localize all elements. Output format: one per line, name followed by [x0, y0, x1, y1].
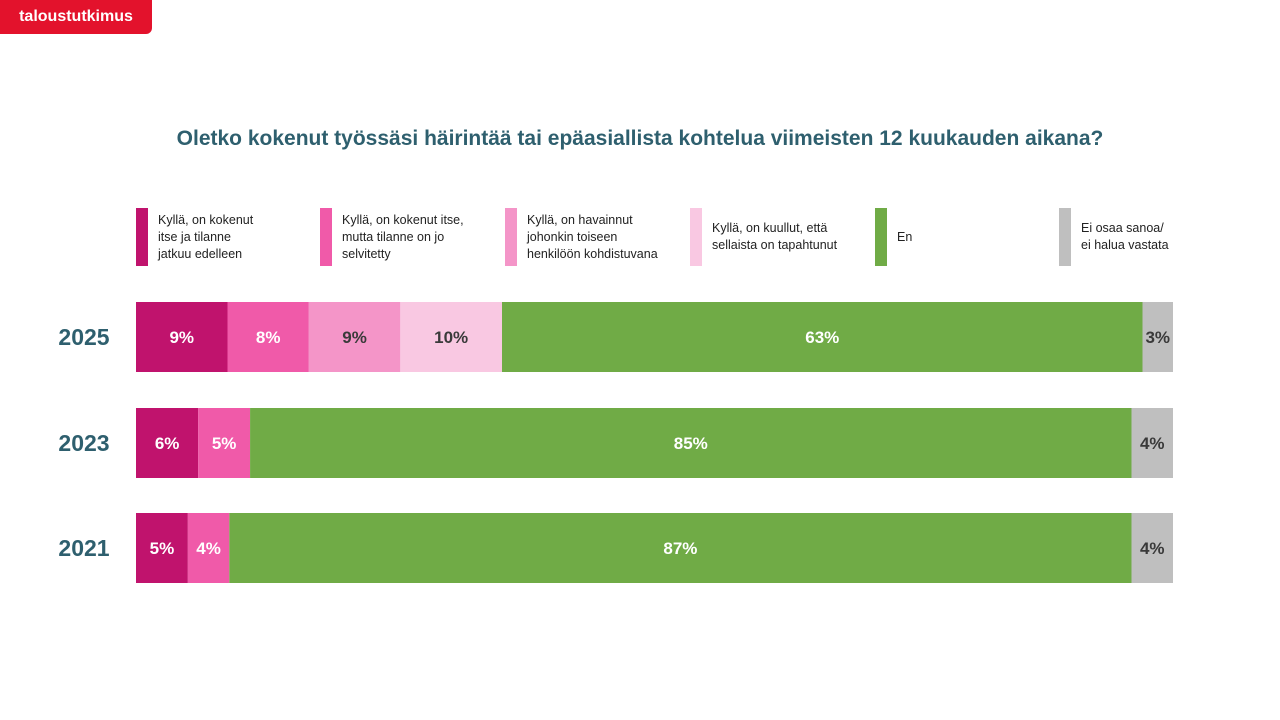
data-label: 63%	[805, 328, 839, 347]
bar-segment	[136, 513, 188, 583]
bar-segment	[308, 302, 401, 372]
data-label: 10%	[434, 328, 468, 347]
data-label: 3%	[1145, 328, 1170, 347]
bar-segment	[136, 408, 199, 478]
legend-swatch	[690, 208, 702, 266]
bar-segment	[1131, 513, 1173, 583]
data-label: 4%	[1140, 539, 1165, 558]
legend-label: Kyllä, on kokenut itse ja tilanne jatkuu…	[158, 212, 254, 261]
data-label: 4%	[1140, 434, 1165, 453]
bar-segment	[1131, 408, 1173, 478]
category-label: 2025	[58, 324, 109, 350]
bar-segment	[136, 302, 228, 372]
legend-label: Kyllä, on havainnut johonkin toiseen hen…	[527, 212, 658, 261]
legend-label: En	[897, 229, 913, 244]
legend-label: Kyllä, on kokenut itse, mutta tilanne on…	[342, 212, 464, 261]
data-label: 9%	[342, 328, 367, 347]
data-label: 87%	[663, 539, 697, 558]
brand-logo: taloustutkimus	[0, 0, 152, 34]
legend-swatch	[320, 208, 332, 266]
legend-swatch	[136, 208, 148, 266]
bar-segment	[250, 408, 1132, 478]
bar-segment	[502, 302, 1143, 372]
bar-segment	[227, 302, 309, 372]
data-label: 5%	[212, 434, 237, 453]
data-label: 5%	[150, 539, 175, 558]
category-label: 2023	[58, 430, 109, 456]
bar-segment	[400, 302, 502, 372]
legend-label: Kyllä, on kuullut, että sellaista on tap…	[712, 221, 838, 252]
chart-legend: Kyllä, on kokenut itse ja tilanne jatkuu…	[0, 0, 1280, 300]
category-label: 2021	[58, 535, 109, 561]
bar-segment	[229, 513, 1132, 583]
data-label: 8%	[256, 328, 281, 347]
data-label: 4%	[196, 539, 221, 558]
data-label: 9%	[169, 328, 194, 347]
bar-segment	[187, 513, 230, 583]
data-label: 85%	[674, 434, 708, 453]
bar-segment	[1142, 302, 1173, 372]
chart-title: Oletko kokenut työssäsi häirintää tai ep…	[176, 127, 1104, 150]
legend-swatch	[505, 208, 517, 266]
legend-swatch	[1059, 208, 1071, 266]
bar-segment	[198, 408, 251, 478]
legend-label: Ei osaa sanoa/ ei halua vastata	[1081, 221, 1169, 252]
legend-swatch	[875, 208, 887, 266]
data-label: 6%	[155, 434, 180, 453]
